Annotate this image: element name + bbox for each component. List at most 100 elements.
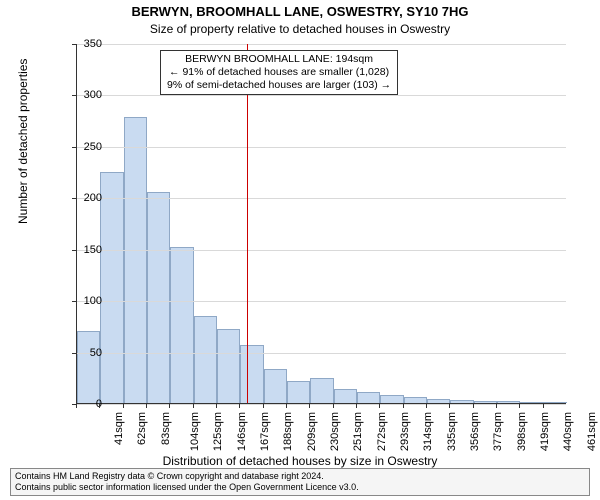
histogram-bar xyxy=(404,397,427,403)
histogram-bar xyxy=(380,395,403,403)
histogram-bar xyxy=(334,389,357,403)
x-tick-label: 125sqm xyxy=(212,412,224,451)
x-tick-label: 146sqm xyxy=(236,412,248,451)
histogram-bar xyxy=(264,369,287,403)
y-tick-mark xyxy=(72,44,76,45)
y-tick-label: 50 xyxy=(72,347,102,359)
x-tick-label: 314sqm xyxy=(422,412,434,451)
x-tick-label: 398sqm xyxy=(516,412,528,451)
annotation-line-1: BERWYN BROOMHALL LANE: 194sqm xyxy=(167,53,391,66)
gridline xyxy=(77,404,566,405)
x-tick-mark xyxy=(99,404,100,408)
x-tick-mark xyxy=(426,404,427,408)
x-tick-mark xyxy=(169,404,170,408)
x-tick-mark xyxy=(473,404,474,408)
gridline xyxy=(77,250,566,251)
x-tick-mark xyxy=(76,404,77,408)
x-tick-label: 293sqm xyxy=(399,412,411,451)
x-tick-label: 167sqm xyxy=(259,412,271,451)
x-tick-mark xyxy=(496,404,497,408)
histogram-bar xyxy=(170,247,193,403)
x-tick-mark xyxy=(286,404,287,408)
gridline xyxy=(77,44,566,45)
x-tick-label: 209sqm xyxy=(306,412,318,451)
y-tick-mark xyxy=(72,353,76,354)
histogram-bar xyxy=(427,399,450,403)
chart-container: BERWYN, BROOMHALL LANE, OSWESTRY, SY10 7… xyxy=(0,0,600,500)
footer-box: Contains HM Land Registry data © Crown c… xyxy=(10,468,590,496)
gridline xyxy=(77,147,566,148)
x-tick-label: 83sqm xyxy=(160,412,172,445)
x-tick-label: 377sqm xyxy=(492,412,504,451)
histogram-bar xyxy=(544,402,567,403)
y-tick-label: 350 xyxy=(72,38,102,50)
annotation-box: BERWYN BROOMHALL LANE: 194sqm ← 91% of d… xyxy=(160,50,398,95)
y-tick-label: 200 xyxy=(72,192,102,204)
plot-area xyxy=(76,44,566,404)
x-tick-mark xyxy=(216,404,217,408)
annotation-line-3: 9% of semi-detached houses are larger (1… xyxy=(167,79,391,92)
x-tick-label: 251sqm xyxy=(352,412,364,451)
y-tick-label: 250 xyxy=(72,141,102,153)
x-tick-label: 104sqm xyxy=(189,412,201,451)
y-tick-mark xyxy=(72,147,76,148)
x-tick-mark xyxy=(356,404,357,408)
histogram-bar xyxy=(77,331,100,403)
histogram-bar xyxy=(310,378,333,403)
footer-line-2: Contains public sector information licen… xyxy=(15,482,585,493)
x-tick-label: 188sqm xyxy=(282,412,294,451)
y-tick-mark xyxy=(72,250,76,251)
x-tick-mark xyxy=(449,404,450,408)
histogram-bar xyxy=(217,329,240,403)
x-tick-label: 461sqm xyxy=(586,412,598,451)
x-tick-mark xyxy=(403,404,404,408)
x-tick-label: 230sqm xyxy=(329,412,341,451)
histogram-bar xyxy=(194,316,217,403)
reference-line xyxy=(247,44,248,403)
y-tick-mark xyxy=(72,95,76,96)
chart-title-sub: Size of property relative to detached ho… xyxy=(0,22,600,36)
y-tick-label: 150 xyxy=(72,244,102,256)
histogram-bar xyxy=(497,401,520,403)
bars-layer xyxy=(77,44,566,403)
x-tick-mark xyxy=(333,404,334,408)
x-tick-mark xyxy=(146,404,147,408)
y-tick-label: 100 xyxy=(72,295,102,307)
histogram-bar xyxy=(450,400,473,403)
x-tick-mark xyxy=(123,404,124,408)
x-tick-label: 272sqm xyxy=(376,412,388,451)
y-tick-mark xyxy=(72,301,76,302)
x-tick-mark xyxy=(379,404,380,408)
x-tick-label: 419sqm xyxy=(539,412,551,451)
x-tick-mark xyxy=(239,404,240,408)
histogram-bar xyxy=(100,172,123,403)
x-tick-label: 440sqm xyxy=(562,412,574,451)
gridline xyxy=(77,95,566,96)
y-tick-label: 300 xyxy=(72,89,102,101)
x-tick-mark xyxy=(519,404,520,408)
chart-title-main: BERWYN, BROOMHALL LANE, OSWESTRY, SY10 7… xyxy=(0,4,600,19)
gridline xyxy=(77,353,566,354)
histogram-bar xyxy=(474,401,497,403)
gridline xyxy=(77,198,566,199)
x-tick-label: 356sqm xyxy=(469,412,481,451)
histogram-bar xyxy=(124,117,147,403)
x-tick-mark xyxy=(263,404,264,408)
x-tick-label: 335sqm xyxy=(446,412,458,451)
x-tick-label: 62sqm xyxy=(136,412,148,445)
x-tick-label: 41sqm xyxy=(113,412,125,445)
x-tick-mark xyxy=(193,404,194,408)
annotation-line-2: ← 91% of detached houses are smaller (1,… xyxy=(167,66,391,79)
gridline xyxy=(77,301,566,302)
histogram-bar xyxy=(147,192,170,403)
histogram-bar xyxy=(240,345,263,403)
footer-line-1: Contains HM Land Registry data © Crown c… xyxy=(15,471,585,482)
histogram-bar xyxy=(520,402,543,403)
x-tick-mark xyxy=(309,404,310,408)
y-tick-mark xyxy=(72,198,76,199)
x-axis-label: Distribution of detached houses by size … xyxy=(0,454,600,468)
y-axis-label: Number of detached properties xyxy=(16,59,30,224)
histogram-bar xyxy=(287,381,310,403)
x-tick-mark xyxy=(543,404,544,408)
histogram-bar xyxy=(357,392,380,403)
